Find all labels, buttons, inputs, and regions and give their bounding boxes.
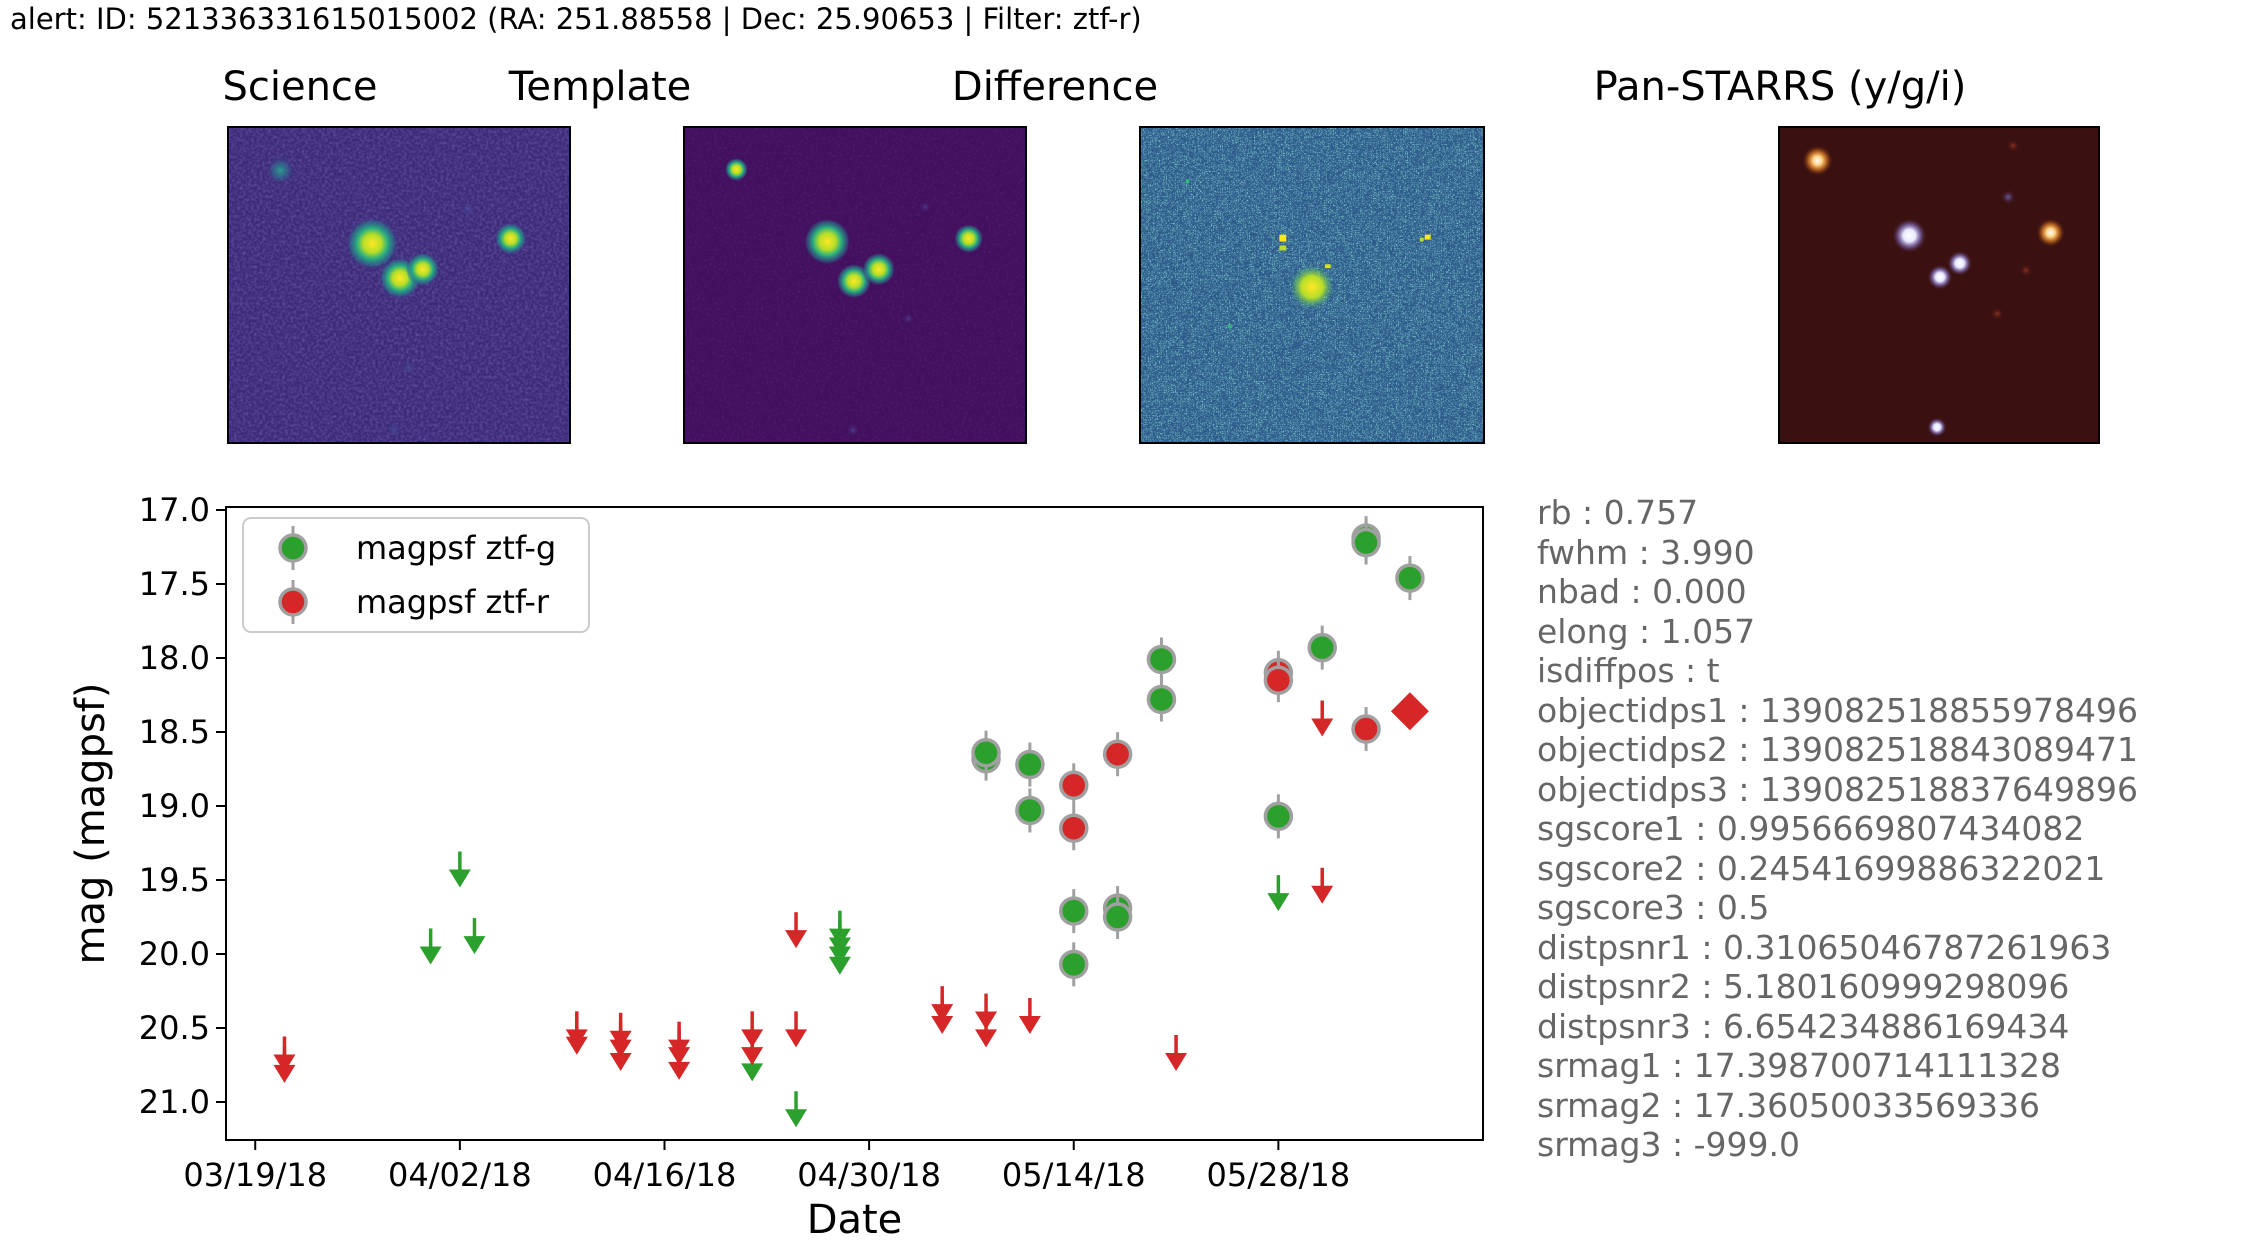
y-tick-label: 18.0 xyxy=(139,639,210,677)
science-cutout xyxy=(227,126,571,444)
upper-limit-arrow xyxy=(1267,875,1290,912)
detection-point xyxy=(1058,813,1089,843)
y-tick-label: 20.0 xyxy=(139,935,210,973)
y-tick-label: 18.5 xyxy=(139,713,210,751)
property-line: srmag3 : -999.0 xyxy=(1537,1125,1800,1164)
upper-limit-arrow xyxy=(609,1035,632,1071)
x-tick-label: 03/19/18 xyxy=(183,1156,327,1194)
detection-point xyxy=(1146,684,1177,715)
upper-limit-arrow xyxy=(1018,998,1041,1034)
y-tick-label: 17.0 xyxy=(139,491,210,529)
x-tick-label: 04/16/18 xyxy=(593,1156,737,1194)
x-axis-label: Date xyxy=(807,1197,903,1243)
upper-limit-arrow xyxy=(565,1018,588,1055)
property-line: rb : 0.757 xyxy=(1537,493,1699,532)
y-axis-label: mag (magpsf) xyxy=(68,683,114,965)
legend-label: magpsf ztf-g xyxy=(356,529,556,567)
property-line: sgscore1 : 0.9956669807434082 xyxy=(1537,809,2085,848)
property-line: sgscore3 : 0.5 xyxy=(1537,888,1770,927)
property-line: elong : 1.057 xyxy=(1537,611,1756,651)
detection-point xyxy=(1102,739,1133,769)
property-line: sgscore2 : 0.24541699886322021 xyxy=(1537,848,2106,888)
detection-point xyxy=(1263,665,1294,695)
property-line: srmag1 : 17.398700714111328 xyxy=(1537,1046,2062,1085)
upper-limit-arrow xyxy=(668,1043,691,1080)
template-cutout xyxy=(683,126,1027,444)
legend-box xyxy=(242,517,590,633)
upper-limit-arrow xyxy=(1311,700,1334,737)
template-title: Template xyxy=(508,64,692,110)
property-line: distpsnr2 : 5.180160999298096 xyxy=(1537,967,2070,1006)
property-line: distpsnr1 : 0.31065046787261963 xyxy=(1537,927,2112,967)
y-tick-label: 19.0 xyxy=(139,787,210,825)
detection-point xyxy=(1015,795,1045,826)
detection-point xyxy=(1263,801,1294,832)
property-line: fwhm : 3.990 xyxy=(1537,532,1755,572)
detection-point xyxy=(1395,563,1425,593)
upper-limit-arrow xyxy=(931,998,954,1034)
upper-limit-arrow xyxy=(785,1011,808,1048)
detection-point xyxy=(1058,896,1089,926)
legend-marker xyxy=(278,533,308,563)
y-tick-label: 21.0 xyxy=(139,1083,210,1121)
x-tick-label: 04/30/18 xyxy=(797,1156,941,1194)
upper-limit-arrow xyxy=(828,938,851,975)
detection-point xyxy=(1307,632,1337,663)
x-tick-label: 05/14/18 xyxy=(1002,1156,1146,1194)
upper-limit-arrow xyxy=(419,928,442,965)
detection-point xyxy=(1058,949,1089,980)
upper-limit-arrow xyxy=(1311,867,1334,904)
upper-limit-arrow xyxy=(785,1091,808,1128)
upper-limit-arrow xyxy=(1165,1035,1188,1071)
page-title: alert: ID: 521336331615015002 (RA: 251.8… xyxy=(10,2,1142,36)
legend-label: magpsf ztf-r xyxy=(356,583,550,621)
property-line: objectidps2 : 139082518843089471 xyxy=(1537,730,2138,769)
y-tick-label: 17.5 xyxy=(139,565,210,603)
detection-point xyxy=(1146,644,1177,675)
upper-limit-arrow xyxy=(463,918,486,955)
x-tick-label: 05/28/18 xyxy=(1207,1156,1351,1194)
alert-properties: rb : 0.757 fwhm : 3.990 nbad : 0.000 elong … xyxy=(1537,493,2138,1165)
detection-point xyxy=(1015,749,1045,780)
property-line: srmag2 : 17.36050033569336 xyxy=(1537,1085,2041,1125)
property-line: objectidps1 : 139082518855978496 xyxy=(1537,690,2138,730)
detection-point xyxy=(1102,902,1133,932)
current-alert-marker xyxy=(1390,692,1429,731)
property-line: distpsnr3 : 6.654234886169434 xyxy=(1537,1006,2070,1046)
detection-point xyxy=(1351,527,1381,558)
legend-marker xyxy=(278,587,308,617)
property-line: objectidps3 : 139082518837649896 xyxy=(1537,769,2138,809)
property-line: nbad : 0.000 xyxy=(1537,572,1747,611)
panstarrs-title: Pan-STARRS (y/g/i) xyxy=(1593,64,1967,110)
y-tick-label: 19.5 xyxy=(139,861,210,899)
upper-limit-arrow xyxy=(741,1029,764,1066)
upper-limit-arrow xyxy=(785,912,808,949)
upper-limit-arrow xyxy=(273,1036,296,1073)
property-line: isdiffpos : t xyxy=(1537,651,1720,690)
difference-title: Difference xyxy=(951,64,1159,110)
upper-limit-arrow xyxy=(448,851,471,888)
science-title: Science xyxy=(222,64,378,110)
plot-frame xyxy=(225,506,1484,1141)
difference-cutout xyxy=(1139,126,1485,444)
detection-point xyxy=(1058,770,1089,801)
y-tick-label: 20.5 xyxy=(139,1009,210,1047)
detection-point xyxy=(971,737,1001,768)
detection-point xyxy=(1351,714,1381,744)
panstarrs-cutout xyxy=(1778,126,2100,444)
x-tick-label: 04/02/18 xyxy=(388,1156,532,1194)
upper-limit-arrow xyxy=(975,1011,998,1048)
